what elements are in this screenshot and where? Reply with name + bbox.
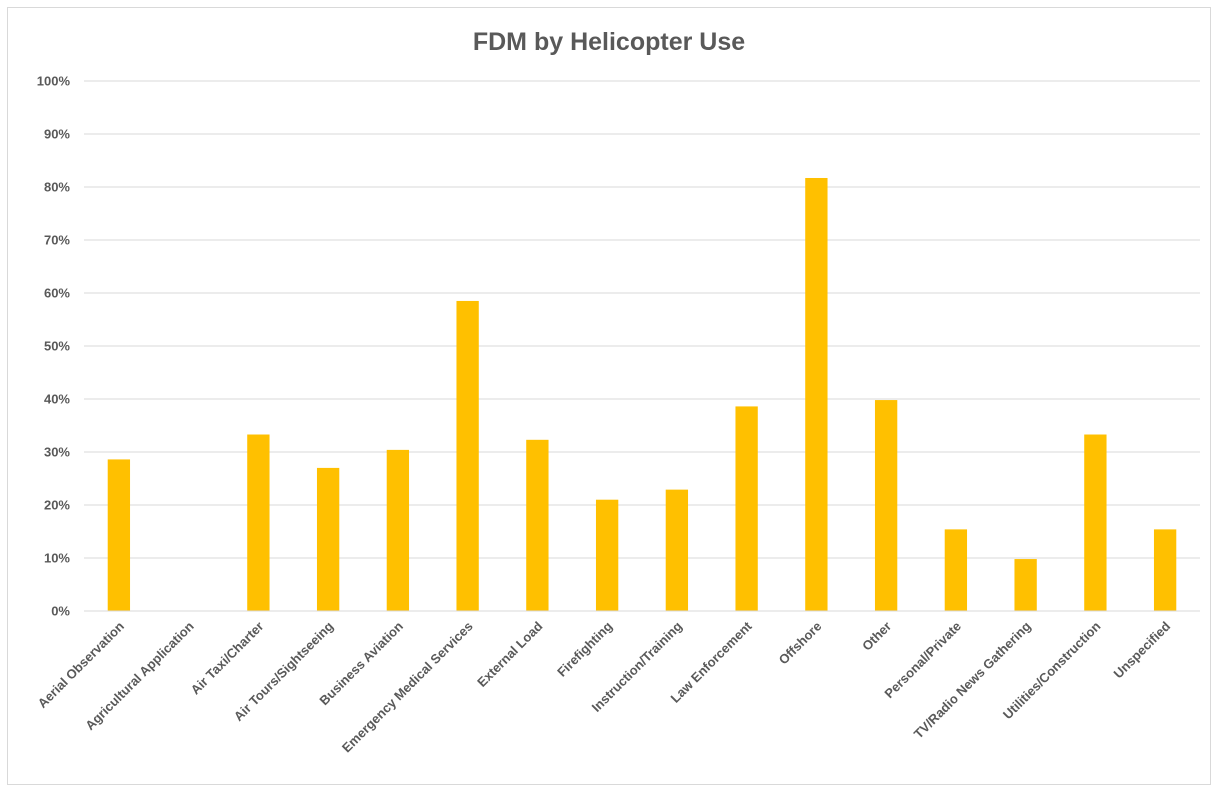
x-tick-label: TV/Radio News Gathering: [911, 618, 1034, 741]
chart-frame: [7, 7, 1211, 785]
y-tick-label: 80%: [44, 180, 70, 195]
bar: [1153, 529, 1177, 611]
bar: [595, 499, 619, 611]
x-tick-label: External Load: [474, 618, 545, 689]
x-tick-label: Offshore: [776, 619, 825, 668]
bar: [805, 177, 828, 612]
y-tick-label: 10%: [44, 551, 70, 566]
bar: [874, 400, 898, 611]
bar: [735, 406, 758, 611]
bar: [526, 439, 549, 611]
bar: [456, 300, 479, 611]
chart-title: FDM by Helicopter Use: [472, 28, 746, 56]
y-tick-label: 50%: [44, 339, 70, 354]
y-tick-label: 20%: [44, 498, 70, 513]
y-tick-label: 30%: [44, 445, 70, 460]
x-tick-label: Unspecified: [1111, 618, 1174, 681]
bar: [1084, 434, 1107, 611]
bar: [944, 529, 968, 611]
x-tick-label: Other: [859, 619, 894, 654]
y-tick-label: 90%: [44, 127, 70, 142]
y-tick-label: 60%: [44, 286, 70, 301]
y-tick-label: 70%: [44, 233, 70, 248]
y-axis-tick-labels: 0% 10% 20% 30% 40% 50% 60% 70% 80% 90% 100%: [37, 74, 71, 619]
bar: [247, 434, 270, 611]
y-tick-label: 40%: [44, 392, 70, 407]
bar: [107, 459, 131, 611]
x-tick-label: Emergency Medical Services: [339, 619, 476, 756]
bar: [386, 449, 410, 611]
bar: [316, 467, 340, 611]
x-tick-label: Air Taxi/Charter: [188, 619, 267, 698]
y-tick-label: 100%: [37, 74, 71, 89]
bar: [665, 489, 689, 611]
gridlines: [84, 80, 1200, 559]
bars: [107, 177, 1177, 612]
x-tick-label: Firefighting: [554, 618, 615, 679]
y-tick-label: 0%: [51, 604, 70, 619]
bar: [1014, 559, 1037, 611]
